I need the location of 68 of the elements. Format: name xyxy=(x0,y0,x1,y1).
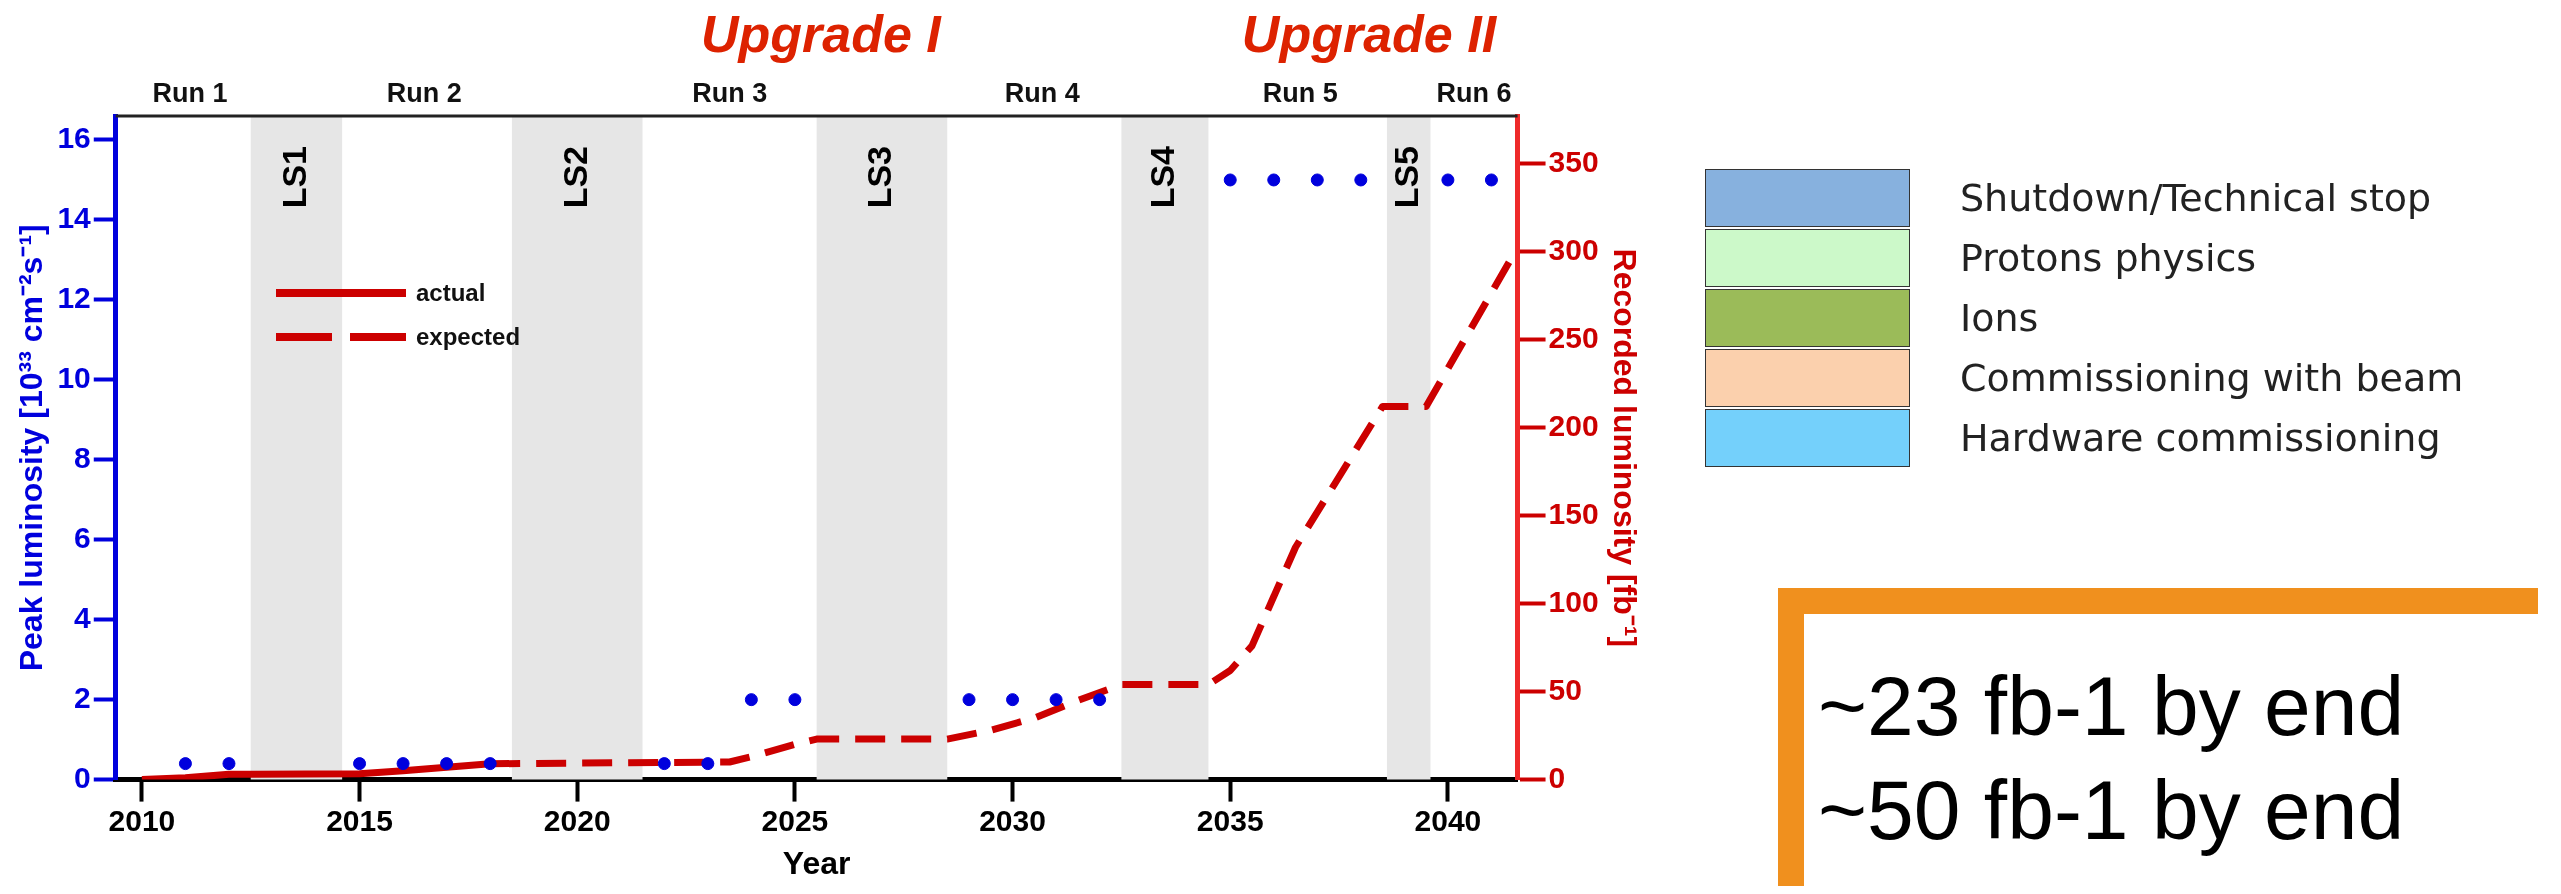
x-tick-label: 2010 xyxy=(108,803,176,837)
band-label: LS2 xyxy=(555,146,594,209)
text-box: ~23 fb-1 by end ~50 fb-1 by end xyxy=(1778,588,2538,886)
y2-tick-label: 150 xyxy=(1548,496,1599,530)
y2-tick-label: 100 xyxy=(1548,584,1599,618)
point xyxy=(1354,173,1368,187)
point xyxy=(1093,693,1107,707)
x-axis-title: Year xyxy=(782,844,851,881)
point xyxy=(178,757,192,771)
band-label: LS5 xyxy=(1387,146,1426,209)
y-tick-label: 12 xyxy=(57,281,91,315)
point xyxy=(440,757,454,771)
point xyxy=(657,757,671,771)
y-tick-label: 2 xyxy=(74,680,91,714)
text: Run 1 xyxy=(152,77,228,108)
x-tick-label: 2025 xyxy=(761,803,829,837)
y2-tick-label: 200 xyxy=(1548,408,1599,442)
text: Upgrade II xyxy=(1241,5,1498,64)
point xyxy=(396,757,410,771)
band-label: LS1 xyxy=(274,146,313,209)
legend-label: actual xyxy=(416,279,486,307)
text: Run 6 xyxy=(1436,77,1512,108)
text: Commissioning with beam xyxy=(1960,356,2464,400)
band-label: LS3 xyxy=(860,146,899,209)
y2-tick-label: 250 xyxy=(1548,320,1599,354)
y2-axis-title: Recorded luminosity [fb⁻¹] xyxy=(1606,248,1643,648)
y-tick-label: 4 xyxy=(74,600,92,634)
y-tick-label: 10 xyxy=(57,361,91,395)
point xyxy=(744,693,758,707)
point xyxy=(1223,173,1237,187)
point xyxy=(222,757,236,771)
point xyxy=(701,757,715,771)
point xyxy=(1267,173,1281,187)
point xyxy=(1484,173,1498,187)
y2-tick-label: 350 xyxy=(1548,144,1599,178)
band-label: LS4 xyxy=(1143,145,1182,209)
text: Run 5 xyxy=(1262,77,1338,108)
text: Upgrade I xyxy=(700,5,943,64)
point xyxy=(962,693,976,707)
y-tick-label: 8 xyxy=(74,441,91,475)
text: Run 3 xyxy=(692,77,768,108)
y-tick-label: 14 xyxy=(57,201,92,235)
point xyxy=(1441,173,1455,187)
text: Ions xyxy=(1960,296,2039,340)
point xyxy=(1310,173,1324,187)
point xyxy=(353,757,367,771)
y-tick-label: 6 xyxy=(74,521,91,555)
legend-label: expected xyxy=(416,323,521,351)
text: Hardware commissioning xyxy=(1960,416,2441,460)
y2-tick-label: 50 xyxy=(1548,672,1582,706)
text: Run 4 xyxy=(1004,77,1080,108)
x-tick-label: 2030 xyxy=(979,803,1046,837)
text: Protons physics xyxy=(1960,236,2257,280)
x-tick-label: 2035 xyxy=(1196,803,1264,837)
point xyxy=(788,693,802,707)
text: Run 2 xyxy=(386,77,462,108)
x-tick-label: 2040 xyxy=(1414,803,1482,837)
x-tick-label: 2020 xyxy=(543,803,611,837)
y-tick-label: 16 xyxy=(57,121,91,155)
x-tick-label: 2015 xyxy=(326,803,393,837)
text: Shutdown/Technical stop xyxy=(1960,176,2432,220)
y-axis-title: Peak luminosity [10³³ cm⁻²s⁻¹] xyxy=(13,224,50,672)
y2-tick-label: 300 xyxy=(1548,232,1599,266)
point xyxy=(1006,693,1020,707)
point xyxy=(1049,693,1063,707)
y2-tick-label: 0 xyxy=(1548,760,1566,794)
point xyxy=(483,757,497,771)
y-tick-label: 0 xyxy=(74,760,91,794)
